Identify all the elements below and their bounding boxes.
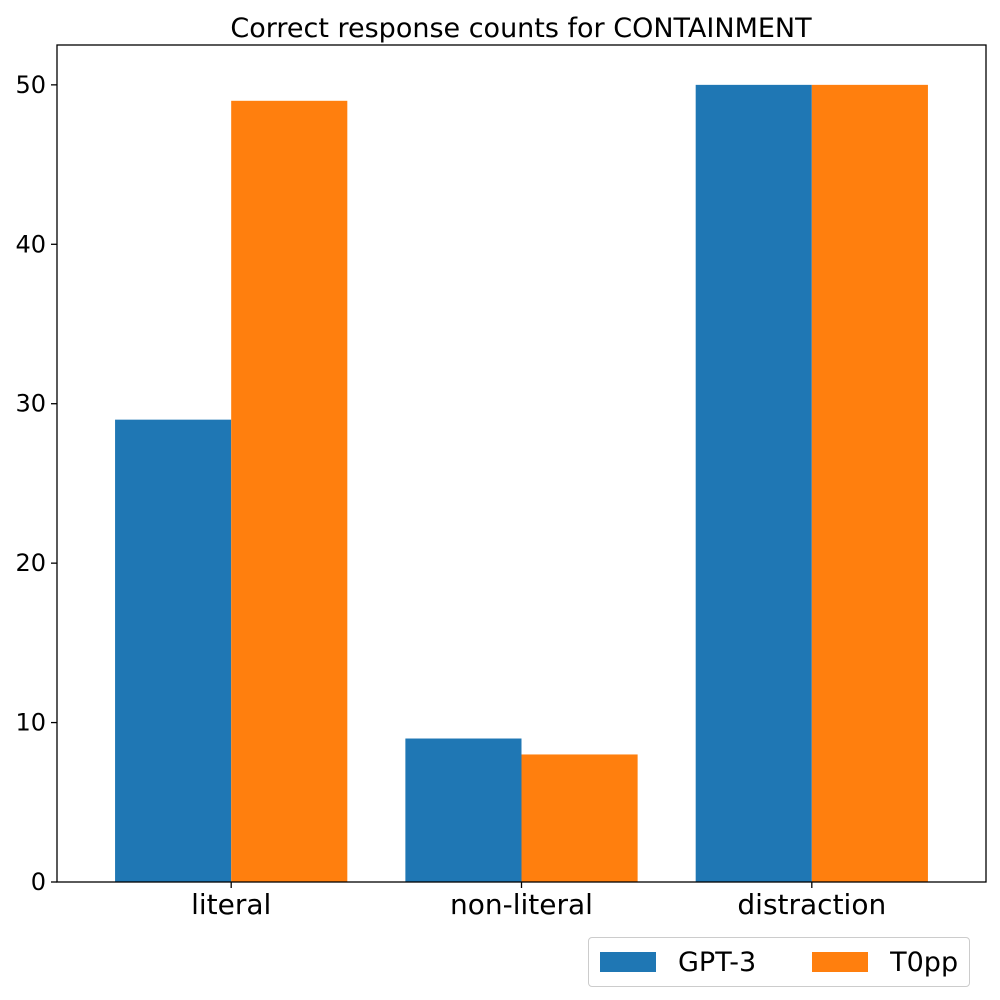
bars-group	[115, 84, 928, 883]
y-axis: 0 10 20 30 40 50	[15, 71, 57, 896]
legend-label-gpt3: GPT-3	[678, 946, 757, 978]
x-tick-label-literal: literal	[191, 888, 271, 921]
legend-label-t0pp: T0pp	[890, 946, 959, 978]
legend-swatch-gpt3	[600, 952, 656, 972]
x-tick-label-distraction: distraction	[737, 888, 886, 921]
y-tick-label: 40	[15, 230, 46, 258]
y-tick-label: 20	[15, 549, 46, 577]
x-axis: literal non-literal distraction	[191, 882, 886, 921]
bar-gpt3-literal	[115, 419, 232, 882]
bar-t0pp-literal	[231, 100, 348, 883]
y-tick-label: 0	[31, 868, 46, 896]
y-tick-label: 10	[15, 709, 46, 737]
bar-t0pp-distraction	[811, 84, 928, 883]
legend-item-t0pp: T0pp	[812, 947, 958, 978]
bar-t0pp-non-literal	[521, 754, 638, 882]
legend-item-gpt3: GPT-3	[600, 947, 756, 978]
plot-frame	[56, 44, 987, 883]
x-tick-label-non-literal: non-literal	[450, 888, 593, 921]
y-tick-label: 50	[15, 71, 46, 99]
chart-title: Correct response counts for CONTAINMENT	[230, 13, 812, 44]
legend: GPT-3 T0pp	[588, 937, 970, 987]
legend-swatch-t0pp	[812, 952, 869, 972]
y-tick-label: 30	[15, 390, 46, 418]
bar-gpt3-distraction	[695, 84, 812, 883]
bar-gpt3-non-literal	[405, 738, 522, 882]
